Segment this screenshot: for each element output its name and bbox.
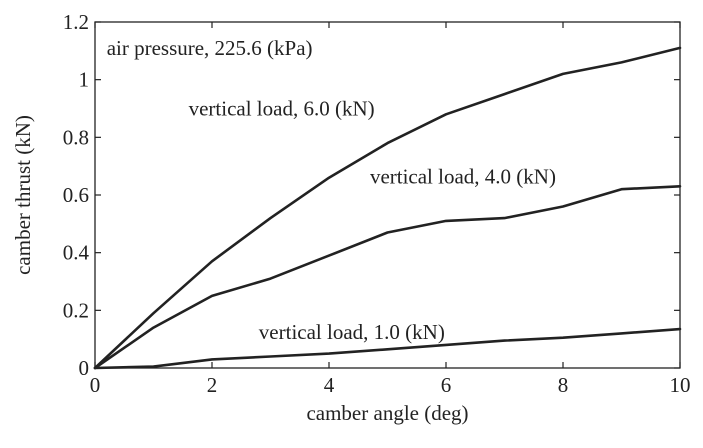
plot-frame — [94, 21, 681, 369]
series-line-1 — [93, 46, 682, 370]
x-tick-label: 6 — [441, 373, 452, 397]
x-axis-label: camber angle (deg) — [306, 401, 468, 425]
x-tick-label: 0 — [90, 373, 101, 397]
y-tick-label: 0.8 — [63, 125, 89, 149]
y-axis-label: camber thrust (kN) — [11, 115, 35, 275]
y-tick-label: 0.2 — [63, 298, 89, 322]
y-tick-label: 0 — [79, 356, 90, 380]
annotation-1: air pressure, 225.6 (kPa) — [107, 36, 313, 60]
annotation-4: vertical load, 1.0 (kN) — [259, 320, 445, 344]
y-tick-label: 1.2 — [63, 10, 89, 34]
x-tick-label: 8 — [558, 373, 569, 397]
y-tick-label: 0.6 — [63, 183, 89, 207]
x-tick-label: 2 — [207, 373, 218, 397]
y-tick-label: 0.4 — [63, 241, 90, 265]
x-tick-label: 4 — [324, 373, 335, 397]
series-line-3 — [93, 327, 682, 370]
annotation-2: vertical load, 6.0 (kN) — [189, 97, 375, 121]
y-tick-label: 1 — [79, 68, 90, 92]
series-line-2 — [93, 185, 682, 370]
x-tick-label: 10 — [670, 373, 691, 397]
annotation-3: vertical load, 4.0 (kN) — [370, 164, 556, 188]
